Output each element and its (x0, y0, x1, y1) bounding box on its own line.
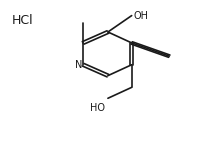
Text: N: N (75, 60, 83, 70)
Text: OH: OH (134, 11, 149, 21)
Text: HO: HO (90, 103, 105, 113)
Text: HCl: HCl (12, 14, 33, 27)
